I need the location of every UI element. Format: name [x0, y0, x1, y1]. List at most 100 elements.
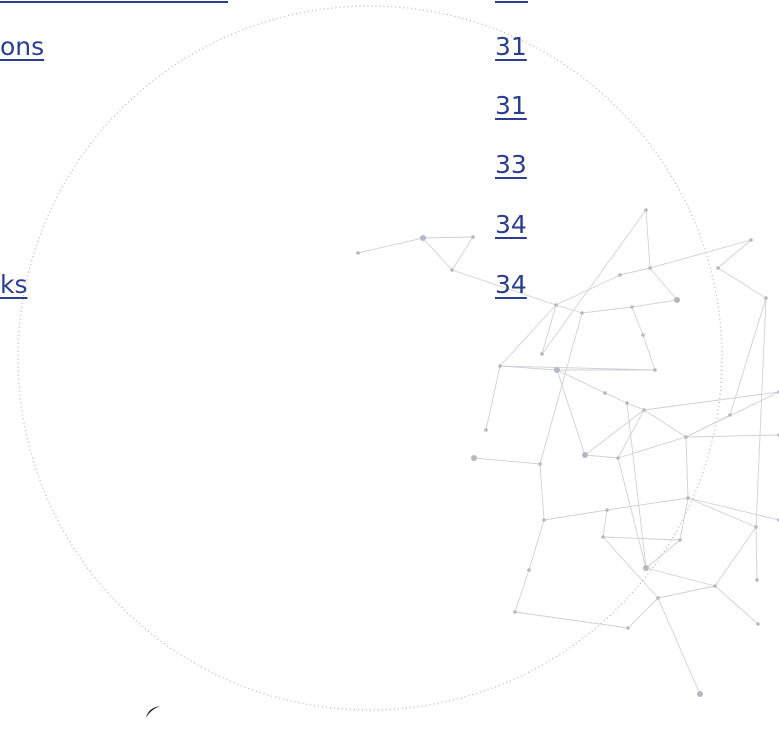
network-edge: [515, 612, 628, 628]
network-edge: [529, 520, 544, 570]
network-edge: [688, 498, 779, 520]
network-edge: [686, 437, 688, 498]
network-node: [626, 626, 630, 630]
network-edge: [632, 307, 643, 335]
network-node: [601, 535, 605, 539]
network-edge: [618, 437, 686, 458]
network-node: [471, 455, 477, 461]
network-edge: [557, 370, 605, 393]
network-edge: [582, 307, 632, 313]
network-edge: [718, 268, 766, 298]
network-node: [630, 305, 634, 309]
network-edge: [627, 403, 646, 568]
network-edge: [585, 410, 644, 455]
network-edge: [605, 393, 627, 403]
network-node: [642, 408, 646, 412]
network-edge: [686, 392, 779, 437]
toc-page-link[interactable]: 34: [495, 210, 527, 240]
network-edge: [715, 586, 758, 624]
network-node: [754, 525, 758, 529]
network-node: [625, 401, 629, 405]
network-edge: [542, 210, 646, 354]
toc-title-link[interactable]: ons: [0, 32, 44, 62]
ink-curl: [146, 706, 160, 718]
network-node: [420, 235, 426, 241]
network-node: [554, 367, 560, 373]
network-edge: [423, 238, 452, 270]
network-node: [653, 368, 657, 372]
network-edge: [540, 313, 582, 464]
network-node: [656, 596, 660, 600]
network-node: [755, 578, 759, 582]
network-edge: [540, 464, 544, 520]
network-node: [538, 462, 542, 466]
network-node: [713, 584, 717, 588]
network-node: [542, 518, 546, 522]
network-node: [674, 297, 680, 303]
toc-page-link[interactable]: 34: [495, 270, 527, 300]
network-edge: [644, 410, 686, 437]
network-edge: [628, 598, 658, 628]
network-node: [684, 435, 688, 439]
network-edge: [620, 268, 650, 275]
network-node: [644, 208, 648, 212]
network-edge: [643, 335, 655, 370]
network-edge: [556, 305, 582, 313]
network-node: [450, 268, 454, 272]
decoration: [0, 0, 779, 743]
network-node: [764, 296, 768, 300]
network-node: [716, 266, 720, 270]
network-node: [756, 622, 760, 626]
network-node: [471, 235, 475, 239]
network-node: [540, 352, 544, 356]
network-edge: [715, 527, 756, 586]
toc-page-link[interactable]: 33: [495, 150, 527, 180]
network-edge: [627, 403, 644, 410]
network-graphic: [356, 208, 779, 697]
network-edge: [650, 240, 751, 268]
toc-page-link[interactable]: 31: [495, 91, 527, 121]
network-edge: [686, 435, 779, 437]
network-edge: [474, 458, 540, 464]
network-edge: [646, 210, 650, 268]
network-node: [616, 456, 620, 460]
network-edge: [607, 498, 688, 510]
network-edge: [544, 510, 607, 520]
network-node: [686, 496, 690, 500]
network-edge: [358, 238, 423, 253]
network-edge: [585, 455, 618, 458]
network-edge: [688, 498, 756, 527]
network-edge: [632, 300, 677, 307]
network-node: [603, 391, 607, 395]
network-node: [513, 610, 517, 614]
network-node: [648, 266, 652, 270]
network-edge: [486, 366, 500, 430]
toc-page-link[interactable]: 31: [495, 32, 527, 62]
network-edge: [452, 237, 473, 270]
network-edge: [680, 498, 688, 540]
network-edge: [646, 540, 680, 568]
network-node: [554, 303, 558, 307]
network-edge: [646, 568, 715, 586]
toc-page: {"toc": {"titles": ["ons", "ks"], "pages…: [0, 0, 779, 743]
network-node: [678, 538, 682, 542]
network-node: [618, 273, 622, 277]
network-edge: [515, 570, 529, 612]
network-node: [697, 691, 703, 697]
network-node: [582, 452, 588, 458]
network-node: [580, 311, 584, 315]
toc-title-link[interactable]: ks: [0, 270, 28, 300]
network-edge: [603, 537, 680, 540]
network-edge: [618, 458, 646, 568]
network-edge: [557, 370, 585, 455]
network-edge: [603, 510, 607, 537]
network-edge: [603, 537, 658, 598]
network-node: [641, 333, 645, 337]
network-edge: [644, 392, 779, 410]
network-edge: [658, 598, 700, 694]
network-edge: [756, 527, 757, 580]
network-node: [527, 568, 531, 572]
network-node: [356, 251, 360, 255]
network-node: [498, 364, 502, 368]
network-node: [728, 413, 732, 417]
